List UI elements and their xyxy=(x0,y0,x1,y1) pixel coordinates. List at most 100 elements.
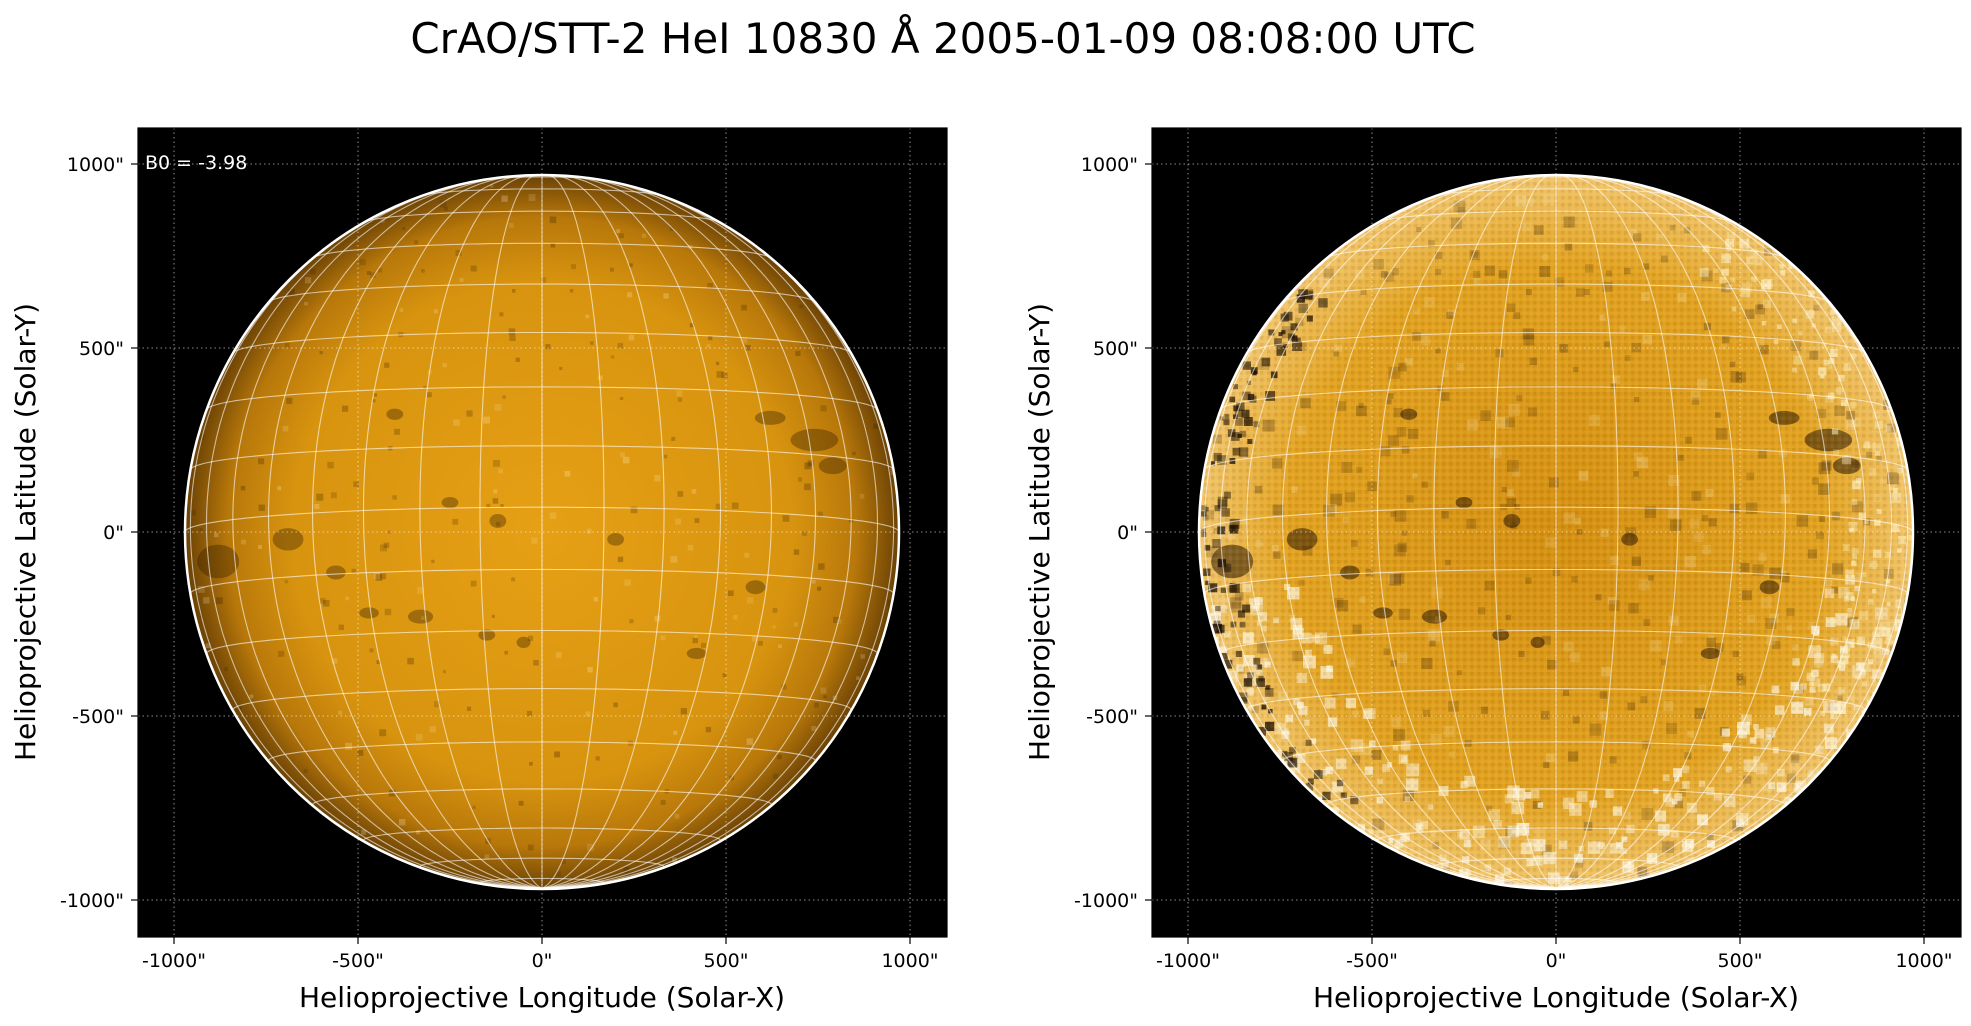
left-dark-feature-3 xyxy=(489,513,507,528)
left-texture-cell xyxy=(498,468,503,474)
left-texture-cell xyxy=(199,528,203,532)
left-texture-cell xyxy=(873,423,879,429)
left-longitude-line-10 xyxy=(541,174,605,889)
right-x-tick-label-0: -1000" xyxy=(1156,950,1220,972)
left-texture-cell xyxy=(585,314,589,319)
left-texture-cell xyxy=(818,563,825,570)
left-texture-cell xyxy=(240,485,246,491)
left-texture-cell xyxy=(869,399,876,406)
left-texture-cell xyxy=(493,489,498,494)
left-y-tick-label-4: -1000" xyxy=(60,890,124,912)
left-dark-feature-15 xyxy=(386,408,404,420)
left-texture-cell xyxy=(654,615,661,622)
left-y-axis-label: Helioprojective Latitude (Solar-Y) xyxy=(9,303,42,761)
left-texture-cell xyxy=(483,416,490,424)
left-texture-cell xyxy=(249,694,254,699)
left-longitude-line-12 xyxy=(541,175,722,889)
left-texture-cell xyxy=(804,483,811,491)
left-texture-cell xyxy=(545,344,551,350)
left-texture-cell xyxy=(375,574,383,581)
left-texture-cell xyxy=(742,337,748,343)
left-texture-cell xyxy=(807,460,814,467)
left-texture-cell xyxy=(224,667,229,671)
left-longitude-line-8 xyxy=(479,174,543,889)
left-texture-cell xyxy=(508,222,514,228)
right-y-tick-label-0: 1000" xyxy=(1081,154,1138,176)
left-texture-cell xyxy=(728,590,734,597)
left-longitude-line-7 xyxy=(419,174,543,889)
left-texture-cell xyxy=(673,730,678,735)
left-dark-feature-1 xyxy=(272,528,304,551)
left-texture-cell xyxy=(817,586,822,591)
left-texture-cell xyxy=(625,872,632,879)
right-longitude-line-4 xyxy=(1281,176,1557,889)
right-y-tick-label-3: -500" xyxy=(1086,706,1138,728)
left-texture-cell xyxy=(205,643,211,649)
left-texture-cell xyxy=(820,405,827,412)
left-texture-cell xyxy=(423,385,427,389)
left-texture-cell xyxy=(549,216,557,224)
left-texture-cell xyxy=(715,361,720,365)
left-texture-cell xyxy=(377,268,383,273)
left-texture-cell xyxy=(237,705,242,711)
left-texture-cell xyxy=(624,579,631,586)
left-texture-cell xyxy=(620,397,624,401)
left-texture-cell xyxy=(304,302,308,306)
left-texture-cell xyxy=(817,511,823,517)
left-texture-cell xyxy=(402,227,406,231)
right-longitude-line-1 xyxy=(1203,199,1557,889)
left-texture-cell xyxy=(388,530,392,534)
left-texture-cell xyxy=(331,658,338,664)
left-texture-cell xyxy=(258,458,265,465)
left-texture-cell xyxy=(654,475,661,482)
left-texture-cell xyxy=(772,607,778,613)
left-texture-cell xyxy=(663,454,668,459)
left-texture-cell xyxy=(342,405,349,412)
left-dark-feature-9 xyxy=(745,580,766,595)
left-texture-cell xyxy=(797,477,803,482)
left-texture-cell xyxy=(439,200,447,208)
left-texture-cell xyxy=(660,799,666,805)
left-texture-cell xyxy=(511,577,515,582)
left-dark-feature-6 xyxy=(359,607,379,619)
right-heliographic-grid xyxy=(1198,174,1914,889)
right-x-tick-label-2: 0" xyxy=(1546,950,1567,972)
left-texture-cell xyxy=(676,390,683,397)
right-longitude-line-6 xyxy=(1376,175,1557,889)
left-longitude-line-3 xyxy=(232,177,543,889)
left-texture-cell xyxy=(512,289,516,293)
left-texture-cell xyxy=(741,304,747,311)
left-texture-cell xyxy=(590,341,594,345)
right-x-tick-label-4: 1000" xyxy=(1895,950,1952,972)
left-texture-cell xyxy=(811,579,816,584)
left-texture-cell xyxy=(421,616,425,620)
left-texture-cell xyxy=(502,395,506,399)
left-texture-cell xyxy=(383,542,390,549)
left-texture-cell xyxy=(708,336,713,341)
left-texture-cell xyxy=(531,537,538,544)
left-texture-cell xyxy=(671,436,676,441)
right-y-tick-label-4: -1000" xyxy=(1074,890,1138,912)
left-texture-cell xyxy=(613,702,618,708)
left-texture-cell xyxy=(707,283,713,289)
left-texture-cell xyxy=(628,334,635,341)
left-texture-cell xyxy=(241,539,246,545)
left-longitude-line-14 xyxy=(541,176,817,889)
left-texture-cell xyxy=(501,195,508,202)
right-longitude-line-7 xyxy=(1433,174,1557,889)
left-texture-cell xyxy=(527,844,534,851)
left-texture-cell xyxy=(586,528,592,534)
right-longitude-line-2 xyxy=(1219,181,1557,889)
left-texture-cell xyxy=(642,233,647,238)
left-texture-cell xyxy=(629,263,633,268)
left-texture-cell xyxy=(366,271,371,275)
left-texture-cell xyxy=(527,635,534,641)
left-texture-cell xyxy=(706,344,711,348)
left-texture-cell xyxy=(416,830,421,835)
left-texture-cell xyxy=(203,597,210,604)
left-texture-cell xyxy=(197,585,205,593)
left-solar-panel: B0 = -3.98 -1000" -500" 0" 500" 1000" 10… xyxy=(9,127,948,1014)
left-y-tick-label-1: 500" xyxy=(79,338,124,360)
left-texture-cell xyxy=(675,518,682,525)
left-texture-cell xyxy=(814,702,819,708)
